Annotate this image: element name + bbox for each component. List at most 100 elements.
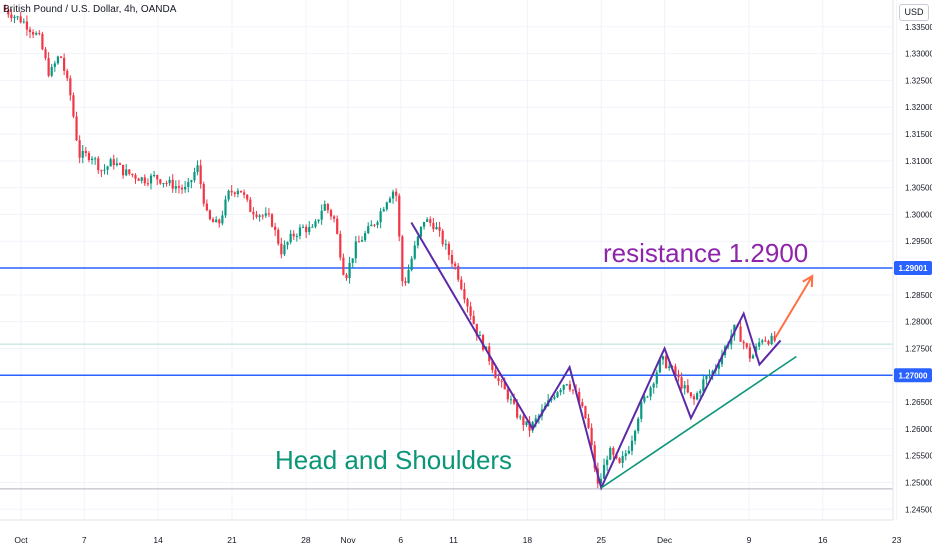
- candle-body: [103, 169, 106, 171]
- price-tick-label: 1.28000: [905, 318, 932, 327]
- candle-body: [699, 391, 702, 394]
- candle-body: [10, 14, 13, 19]
- candle-body: [295, 235, 298, 237]
- candle-body: [342, 257, 345, 275]
- candle-body: [367, 226, 370, 234]
- candle-body: [438, 227, 441, 231]
- candle-body: [565, 384, 568, 386]
- candle-body: [332, 216, 336, 219]
- candle-body: [246, 194, 249, 200]
- candle-body: [90, 158, 94, 161]
- candle-body: [314, 221, 317, 227]
- candle-body: [50, 66, 53, 76]
- candle-body: [469, 306, 472, 316]
- candle-body: [75, 116, 78, 141]
- candle-body: [410, 258, 413, 270]
- horizontal-levels: [0, 267, 893, 490]
- candle-body: [72, 95, 75, 117]
- candle-body: [376, 222, 379, 226]
- candle-body: [559, 389, 562, 393]
- candle-body: [668, 366, 671, 369]
- chart-title: British Pound / U.S. Dollar, 4h, OANDA: [3, 4, 177, 15]
- candle-body: [323, 204, 326, 211]
- candle-body: [239, 190, 243, 193]
- candle-body: [593, 445, 596, 469]
- candle-body: [665, 356, 668, 369]
- candle-body: [264, 213, 267, 216]
- price-axis[interactable]: 1.33500 1.33000 1.32500 1.32000 1.31500 1.310…: [894, 23, 932, 514]
- candle-body: [534, 418, 537, 423]
- time-tick-label: 16: [818, 535, 828, 545]
- candle-body: [379, 211, 382, 223]
- candle-body: [491, 361, 494, 371]
- candle-body: [422, 221, 426, 227]
- candle-body: [767, 341, 770, 345]
- candle-body: [637, 418, 640, 431]
- candle-body: [252, 211, 255, 215]
- pattern-zigzag-line: [410, 221, 782, 491]
- candle-body: [320, 210, 323, 220]
- candle-body: [94, 158, 97, 160]
- candle-body: [696, 393, 699, 400]
- candle-body: [227, 190, 230, 200]
- candle-body: [149, 175, 153, 184]
- price-tick-label: 1.30500: [905, 184, 932, 193]
- drawings: [410, 221, 814, 491]
- candle-body: [612, 448, 615, 455]
- candle-body: [44, 49, 47, 59]
- candle-body: [7, 10, 10, 15]
- candle-body: [224, 199, 227, 216]
- price-tick-label: 1.27500: [905, 344, 932, 353]
- candle-body: [289, 233, 292, 243]
- candle-body: [317, 219, 320, 222]
- candle-body: [28, 29, 32, 33]
- candle-body: [233, 192, 236, 194]
- candle-body: [236, 190, 239, 194]
- candle-body: [208, 210, 212, 220]
- candle-body: [475, 323, 478, 336]
- price-tick-label: 1.29500: [905, 237, 932, 246]
- candle-body: [624, 453, 627, 457]
- candle-body: [407, 269, 410, 284]
- candle-body: [463, 289, 466, 300]
- candle-body: [525, 421, 528, 425]
- candle-body: [385, 202, 388, 210]
- candle-body: [370, 224, 373, 227]
- candle-body: [53, 63, 56, 67]
- candle-body: [25, 21, 28, 30]
- price-tick-label: 1.30000: [905, 210, 932, 219]
- candle-body: [708, 374, 711, 376]
- candle-body: [196, 165, 199, 173]
- candle-body: [168, 179, 171, 184]
- time-tick-label: Dec: [657, 535, 673, 545]
- candle-body: [218, 219, 221, 224]
- candle-body: [4, 8, 7, 11]
- candle-body: [66, 70, 69, 79]
- price-label: 1.29001: [899, 264, 928, 273]
- candle-body: [571, 389, 575, 391]
- candle-body: [512, 399, 516, 404]
- time-axis[interactable]: Oct 7 14 21 28 Nov 6 11 18 25 Dec 9 16 23: [14, 535, 901, 545]
- candle-body: [655, 372, 658, 384]
- candle-body: [280, 243, 283, 255]
- candle-body: [649, 387, 652, 397]
- candle-body: [773, 335, 776, 341]
- candle-body: [13, 16, 16, 19]
- candle-body: [283, 244, 286, 255]
- candle-body: [373, 224, 376, 226]
- candle-body: [171, 179, 174, 189]
- candle-body: [658, 359, 661, 373]
- candle-body: [274, 226, 277, 230]
- currency-button[interactable]: USD: [899, 4, 929, 21]
- candle-body: [581, 402, 584, 407]
- candle-body: [556, 392, 559, 398]
- price-tick-label: 1.33500: [905, 23, 932, 32]
- candle-body: [22, 21, 25, 23]
- candle-body: [652, 383, 655, 388]
- candle-body: [146, 183, 150, 185]
- time-tick-label: Oct: [14, 535, 28, 545]
- candle-body: [153, 175, 156, 177]
- candle-body: [357, 241, 361, 243]
